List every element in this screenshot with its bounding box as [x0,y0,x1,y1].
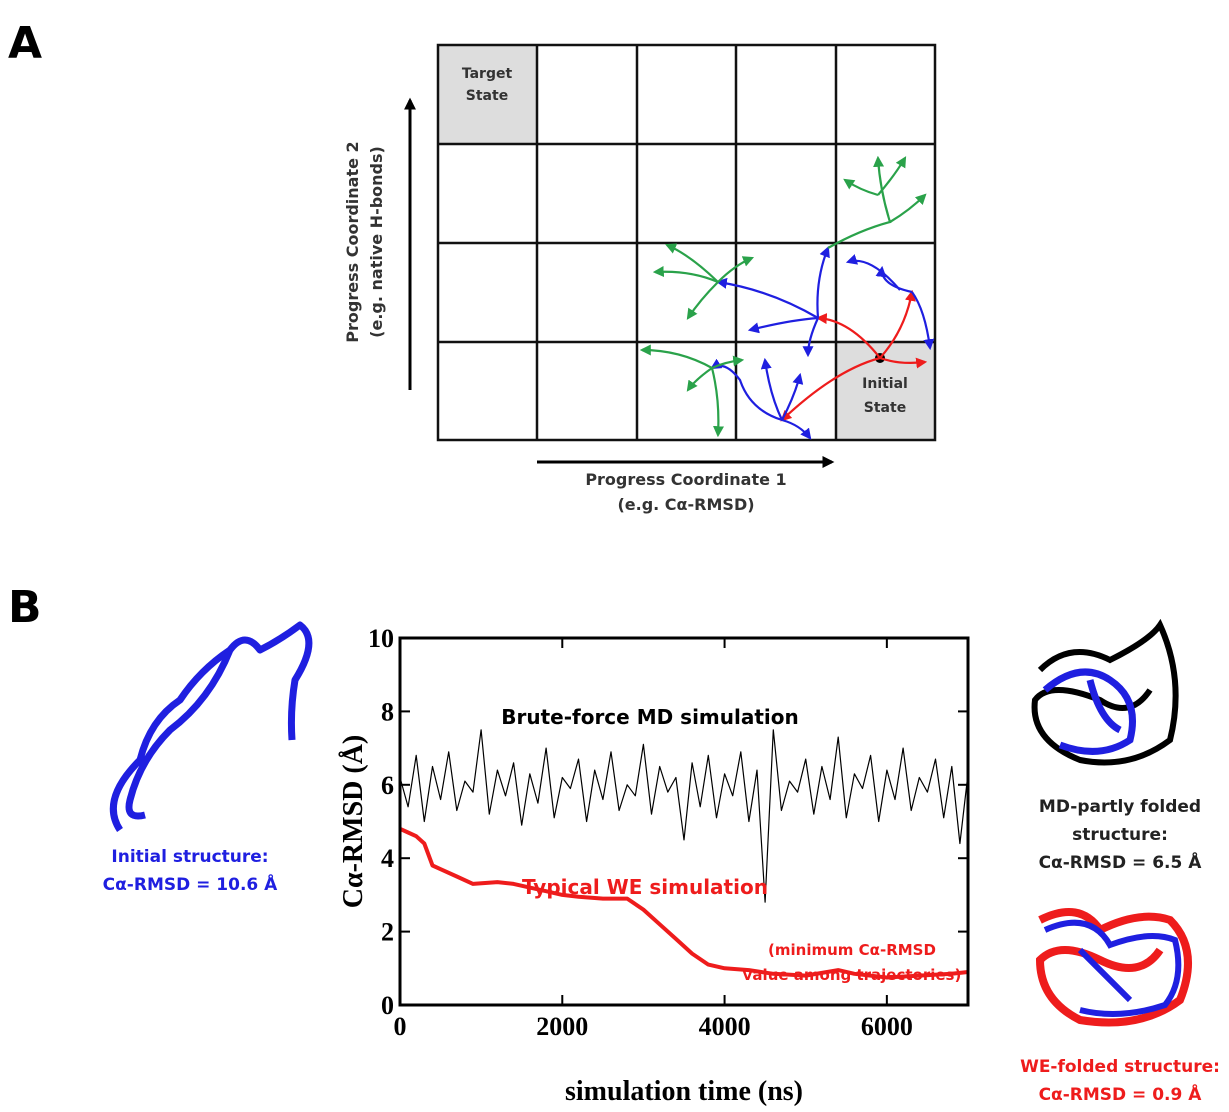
structure-label: Initial structure: [111,847,268,867]
panel-b: B Initial structure: Cα-RMSD = 10.6 Å MD… [8,582,1220,1105]
y-tick-label: 0 [381,991,394,1020]
annotation: Typical WE simulation [522,875,768,899]
arrow [843,178,879,197]
y-axis-label: Cα-RMSD (Å) [338,735,369,908]
x-axis-label: simulation time (ns) [565,1076,803,1107]
structure-label: Cα-RMSD = 10.6 Å [103,872,279,895]
axis-label: (e.g. native H-bonds) [367,146,386,338]
panel-label: A [8,18,42,69]
cell-label: Target [462,66,513,82]
arrow [715,277,819,319]
arrow [760,357,783,421]
arrow [879,289,916,359]
arrow [781,418,812,440]
chart: 0 2 4 6 8 10 0 2000 4000 6000 simulation time (ns)… [338,624,970,1107]
arrow [780,356,881,422]
y-tick-label: 2 [381,918,394,947]
arrow [710,367,724,438]
structure-label: structure: [1072,825,1168,845]
y-tick-label: 8 [381,697,394,726]
arrow [877,156,907,196]
arrow [686,281,719,320]
arrow [827,155,892,249]
arrow [781,372,804,421]
arrow [889,193,927,223]
target-cell [438,45,537,144]
trajectories [639,155,935,440]
arrow [911,291,935,351]
y-tick-label: 6 [381,771,394,800]
annotation: Brute-force MD simulation [501,705,799,729]
structure-label: MD-partly folded [1039,797,1201,817]
panel-label: B [8,582,42,633]
arrow [686,367,713,392]
protein-structure [1042,668,1136,755]
x-tick-label: 2000 [536,1012,588,1041]
structure-label: Cα-RMSD = 6.5 Å [1039,850,1203,873]
axis-label: Progress Coordinate 2 [343,141,362,342]
arrow [816,245,830,319]
arrow [845,254,901,291]
annotation: value among trajectories) [743,966,962,984]
structure-label: WE-folded structure: [1020,1057,1220,1077]
cell-label: Initial [862,376,908,392]
cell-label: State [466,88,508,104]
annotation: (minimum Cα-RMSD [768,941,936,959]
arrow [747,316,819,334]
arrow [711,355,745,369]
protein-structure [109,621,313,832]
arrow [652,266,719,284]
line-series [399,729,969,903]
y-tick-label: 10 [368,624,394,653]
arrow [802,317,820,358]
panel-a: A Target State Initial State [8,18,937,514]
protein-structure [1043,919,1182,1017]
structure-label: Cα-RMSD = 0.9 Å [1039,1082,1203,1105]
arrow [879,356,928,369]
cell-label: State [864,400,906,416]
axis-label: Progress Coordinate 1 [585,470,786,489]
x-tick-label: 6000 [861,1012,913,1041]
protein-structure [1031,618,1179,766]
arrow [717,256,755,283]
arrow [639,344,713,369]
y-tick-label: 4 [381,844,394,873]
axis-label: (e.g. Cα-RMSD) [617,495,754,514]
arrow [875,265,913,294]
arrow [815,313,881,359]
plot-frame [398,636,970,1007]
x-tick-label: 0 [394,1012,407,1041]
line-series [399,826,969,980]
x-tick-label: 4000 [699,1012,751,1041]
arrow [664,243,719,283]
